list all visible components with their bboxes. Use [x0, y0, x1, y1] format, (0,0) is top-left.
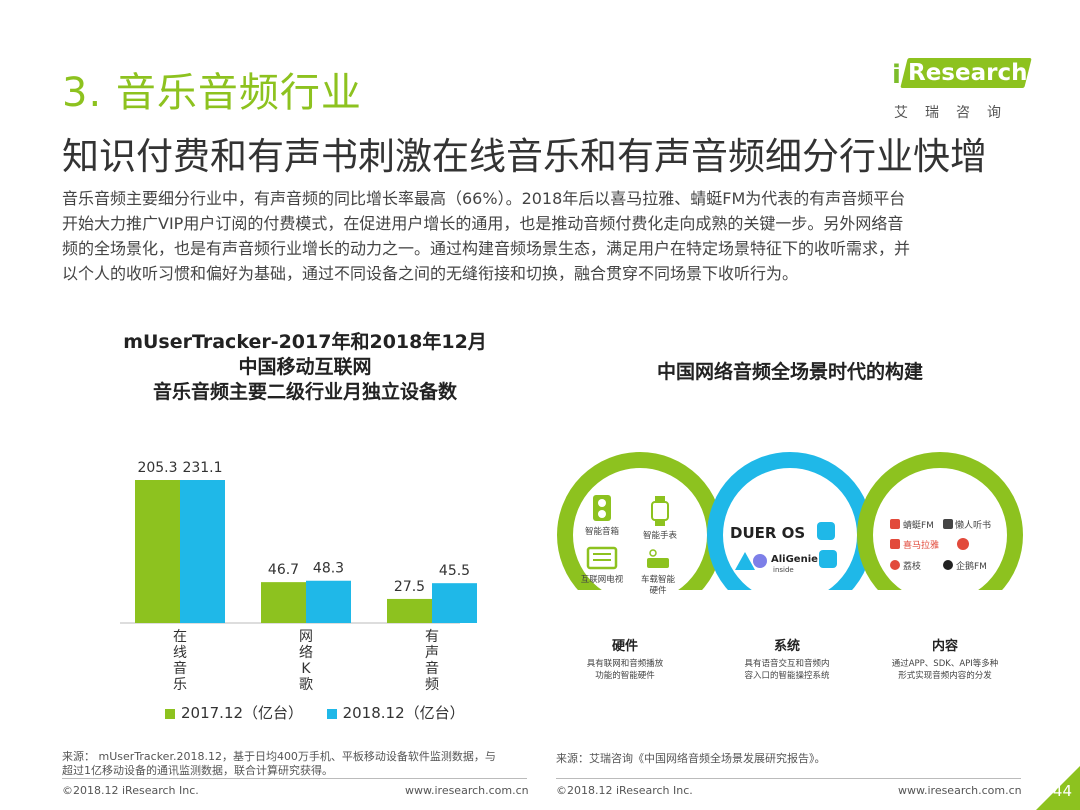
source-line: 来源： mUserTracker.2018.12，基于日均400万手机、平板移动… [62, 750, 496, 763]
device-label: 智能音箱 [585, 526, 620, 537]
intro-paragraph: 音乐音频主要细分行业中，有声音频的同比增长率最高（66%）。2018年后以喜马拉… [62, 186, 1030, 286]
bar-value-label: 45.5 [439, 563, 470, 579]
aligenie-logo: AliGenie [771, 554, 818, 565]
legend-label-2018: 2018.12（亿台） [342, 704, 465, 722]
smart-speaker-icon [593, 495, 611, 521]
legend-swatch-2017 [165, 708, 175, 719]
bar [387, 598, 432, 623]
system-app-icon [817, 522, 835, 540]
source-line: 超过1亿移动设备的通讯监测数据，联合计算研究获得。 [62, 764, 333, 777]
dueros-logo: DUER OS [730, 524, 805, 542]
category-label: 网 [299, 629, 313, 645]
app-label: 喜马拉雅 [903, 539, 939, 551]
hardware-desc: 功能的智能硬件 [595, 670, 655, 681]
category-label: K [301, 661, 311, 677]
bar-value-label: 205.3 [137, 460, 177, 476]
chart-title-line: 中国移动互联网 [238, 356, 372, 378]
device-label: 智能手表 [643, 530, 678, 541]
voice-icon [753, 554, 767, 568]
smart-watch-icon [651, 496, 669, 526]
logo-i: i [892, 60, 901, 90]
content-ring [857, 452, 1023, 618]
hardware-caption: 硬件 [612, 638, 638, 654]
bar [180, 480, 225, 623]
chart-title: mUserTracker-2017年和2018年12月 中国移动互联网 音乐音频… [95, 330, 515, 405]
page-number: 44 [1052, 782, 1072, 800]
smart-tv-icon [586, 546, 618, 570]
bar [135, 480, 180, 623]
category-label: 有 [425, 629, 439, 645]
content-desc: 形式实现音频内容的分发 [898, 670, 992, 681]
source-note-left: 来源： mUserTracker.2018.12，基于日均400万手机、平板移动… [62, 750, 496, 778]
category-label: 乐 [173, 677, 187, 693]
hardware-desc: 具有联网和音频播放 [587, 658, 664, 669]
app-icon [943, 560, 953, 570]
content-caption: 内容 [932, 638, 958, 654]
source-note-right: 来源：艾瑞咨询《中国网络音频全场景发展研究报告》。 [556, 752, 826, 765]
chart-title-line: mUserTracker-2017年和2018年12月 [123, 331, 487, 353]
system-app-icon [819, 550, 837, 568]
copyright-left: ©2018.12 iResearch Inc. [62, 784, 199, 797]
category-label: 音 [425, 660, 439, 677]
copyright-right: ©2018.12 iResearch Inc. [556, 784, 693, 797]
category-label: 音 [173, 660, 187, 677]
device-label: 硬件 [649, 585, 667, 596]
page-headline: 知识付费和有声书刺激在线音乐和有声音频细分行业快增 [62, 135, 987, 178]
category-label: 声 [425, 645, 439, 661]
category-label: 歌 [299, 677, 313, 693]
category-label: 频 [425, 677, 439, 693]
page-corner [1036, 766, 1080, 810]
app-icon [943, 519, 953, 529]
diagram-title: 中国网络音频全场景时代的构建 [656, 361, 923, 383]
app-label: 荔枝 [903, 560, 921, 572]
intro-line: 以个人的收听习惯和偏好为基础，通过不同设备之间的无缝衔接和切换，融合贯穿不同场景… [62, 264, 799, 283]
content-desc: 通过APP、SDK、API等多种 [892, 658, 999, 669]
website-left: www.iresearch.com.cn [405, 784, 529, 797]
app-icon [957, 538, 969, 550]
app-label: 懒人听书 [955, 519, 991, 531]
app-label: 企鹅FM [956, 560, 987, 572]
bar-value-label: 46.7 [268, 562, 299, 578]
category-label: 络 [299, 645, 313, 661]
legend-label-2017: 2017.12（亿台） [181, 704, 304, 722]
bar [432, 583, 477, 623]
bar [306, 580, 351, 623]
device-label: 车载智能 [641, 574, 676, 585]
system-caption: 系统 [774, 638, 800, 654]
app-icon [890, 539, 900, 549]
chart-title-line: 音乐音频主要二级行业月独立设备数 [152, 381, 457, 403]
car-device-icon [647, 549, 669, 568]
bar-value-label: 231.1 [182, 460, 222, 476]
logo-chinese: 艾瑞咨询 [894, 105, 1018, 121]
legend-swatch-2018 [326, 708, 337, 719]
category-label: 在 [173, 629, 187, 645]
logo-wordmark: Research [908, 60, 1028, 86]
ecosystem-diagram: 智能音箱 智能手表 互联网电视 车载智能 硬件 DUER OS AliGenie… [555, 452, 1035, 681]
intro-line: 频的全场景化，也是有声音频行业增长的动力之一。通过构建音频场景生态，满足用户在特… [62, 239, 911, 258]
iresearch-logo: i Research 艾瑞咨询 [890, 58, 1032, 128]
website-right: www.iresearch.com.cn [898, 784, 1022, 797]
intro-line: 音乐音频主要细分行业中，有声音频的同比增长率最高（66%）。2018年后以喜马拉… [62, 189, 906, 208]
system-desc: 容入口的智能操控系统 [744, 670, 830, 681]
bar [261, 582, 306, 623]
bar-value-label: 27.5 [394, 579, 425, 595]
app-icon [890, 519, 900, 529]
app-label: 蜻蜓FM [903, 519, 934, 531]
system-desc: 具有语音交互和音频内 [744, 658, 829, 669]
category-label: 线 [173, 645, 187, 661]
bar-value-label: 48.3 [313, 561, 344, 577]
device-label: 互联网电视 [581, 574, 624, 585]
app-icon [890, 560, 900, 570]
aligenie-inside: inside [773, 566, 794, 574]
chart-legend: 2017.12（亿台） 2018.12（亿台） [165, 702, 465, 723]
intro-line: 开始大力推广VIP用户订阅的付费模式，在促进用户增长的通用，也是推动音频付费化走… [62, 214, 904, 233]
section-title: 3. 音乐音频行业 [62, 70, 362, 116]
alexa-style-icon [735, 552, 755, 570]
